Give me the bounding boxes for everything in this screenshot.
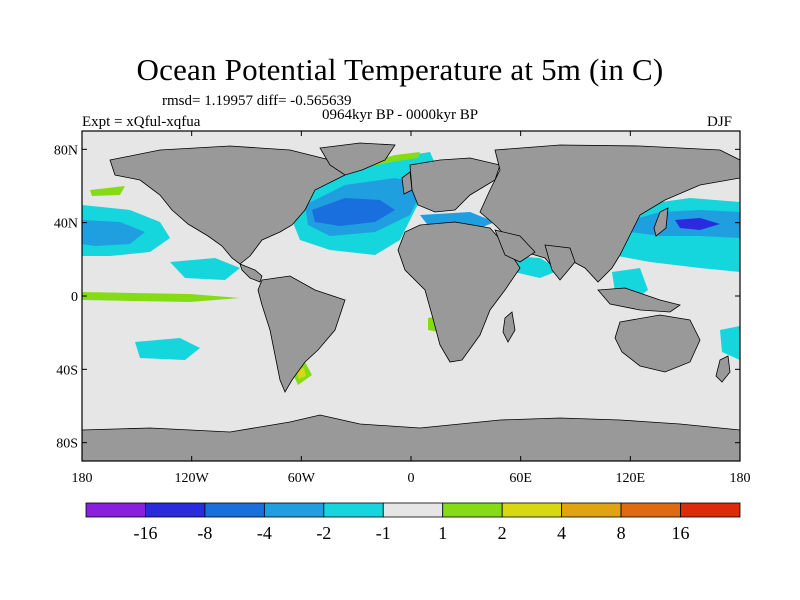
colorbar-swatch: [382, 502, 444, 518]
lat-tick-label: 40S: [56, 363, 78, 378]
arabia: [494, 229, 536, 263]
colorbar-label: -1: [376, 523, 391, 543]
japan: [653, 207, 669, 237]
lon-tick-label: 180: [730, 471, 751, 486]
new-zealand: [715, 355, 731, 383]
nordic-seas-warm: [370, 152, 420, 166]
greenland: [319, 142, 396, 176]
lat-tick-label: 40N: [54, 217, 78, 232]
colorbar-label: -16: [133, 523, 157, 543]
india: [544, 244, 576, 281]
lon-tick-label: 180: [72, 471, 93, 486]
colorbar: -16 -8 -4 -2 -1 1 2 4 8 16: [85, 502, 741, 543]
map-title: Ocean Potential Temperature at 5m (in C): [136, 52, 664, 87]
central-pacific-cool: [170, 258, 240, 280]
north-america: [109, 145, 346, 265]
colorbar-label: 8: [617, 523, 626, 543]
central-america: [239, 263, 263, 283]
colorbar-swatch: [323, 502, 384, 518]
colorbar-label: 16: [672, 523, 690, 543]
colorbar-label: 1: [438, 523, 447, 543]
north-pacific-core: [675, 218, 720, 230]
europe: [409, 157, 501, 213]
south-pacific-cool-region: [135, 338, 200, 360]
lon-tick-label: 60E: [509, 471, 532, 486]
lon-tick-label: 120E: [616, 471, 646, 486]
warm-anomalies: [82, 152, 440, 385]
rmsd-diff-stats: rmsd= 1.19957 diff= -0.565639: [162, 93, 352, 109]
lon-tick-label: 60W: [288, 471, 316, 486]
southeast-asia-islands: [597, 287, 681, 313]
colorbar-swatch: [263, 502, 325, 518]
colorbar-swatch: [561, 502, 622, 518]
lat-tick-label: 80N: [54, 143, 78, 158]
season-label: DJF: [707, 114, 733, 130]
colorbar-label: -8: [197, 523, 212, 543]
uk: [401, 171, 413, 195]
lon-tick-label: 120W: [175, 471, 210, 486]
east-pacific-cool-core: [82, 220, 145, 246]
north-atlantic-core: [312, 198, 395, 226]
colorbar-label: -4: [257, 523, 272, 543]
lon-tick-label: 0: [408, 471, 415, 486]
lat-tick-label: 0: [71, 290, 78, 305]
equatorial-pacific-warm: [82, 292, 240, 302]
colorbar-label: -2: [316, 523, 331, 543]
asia: [479, 144, 740, 283]
colorbar-swatch: [620, 502, 681, 518]
colorbar-swatch: [85, 502, 146, 518]
australia: [614, 314, 701, 373]
madagascar: [502, 311, 516, 343]
colorbar-swatch: [145, 502, 206, 518]
colorbar-swatch: [501, 502, 563, 518]
lat-tick-label: 80S: [56, 437, 78, 452]
land-masses: [82, 142, 740, 461]
colorbar-label: 2: [498, 523, 507, 543]
south-america: [257, 275, 346, 393]
colorbar-swatch: [204, 502, 265, 518]
north-pacific-warm: [90, 186, 125, 196]
experiment-label: Expt = xQful-xqfua: [82, 114, 201, 130]
colorbar-swatch: [442, 502, 503, 518]
time-period: 0964kyr BP - 0000kyr BP: [322, 107, 479, 123]
colorbar-label: 4: [557, 523, 566, 543]
antarctica: [82, 414, 740, 461]
colorbar-swatch: [680, 502, 741, 518]
map-panel: [82, 131, 740, 461]
axis-ticks: 80N 40N 0 40S 80S 180 120W 60W 0 60E 120E 180: [54, 131, 751, 486]
south-indian-cool: [720, 326, 740, 360]
